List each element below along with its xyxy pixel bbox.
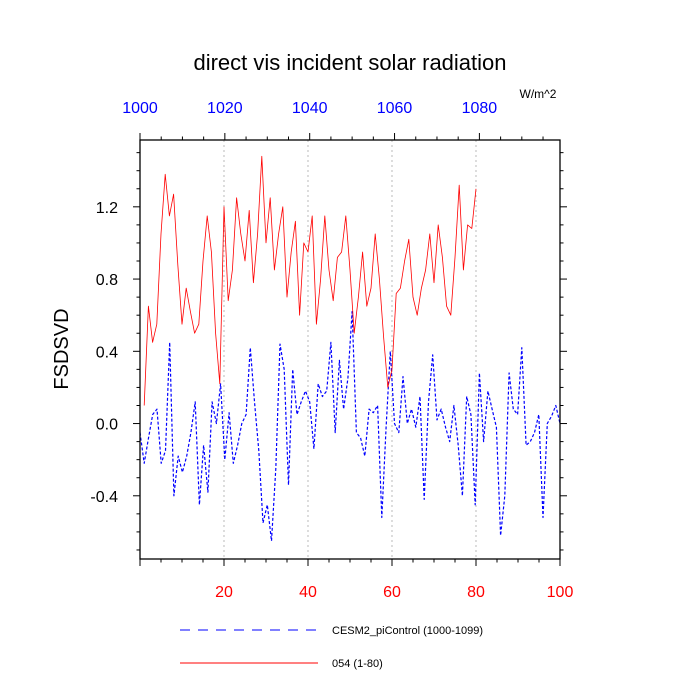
y-axis-label: FSDSVD: [51, 308, 73, 389]
y-tick-label: 1.2: [96, 200, 118, 217]
axis-ticks: [133, 133, 567, 566]
x-top-tick-label: 1080: [462, 100, 498, 117]
y-tick-label: 0.4: [96, 344, 118, 361]
legend: CESM2_piControl (1000-1099) 054 (1-80): [180, 625, 483, 670]
x-bottom-tick-label: 20: [215, 584, 233, 601]
legend-label-054: 054 (1-80): [332, 658, 383, 670]
x-bottom-tick-label: 60: [383, 584, 401, 601]
series-line-054: [143, 155, 477, 406]
x-top-tick-label: 1060: [377, 100, 413, 117]
x-top-tick-label: 1040: [292, 100, 328, 117]
series-line-piControl: [139, 311, 561, 542]
x-top-tick-label: 1020: [207, 100, 243, 117]
chart-title: direct vis incident solar radiation: [193, 50, 506, 75]
y-tick-label: 0.0: [96, 417, 118, 434]
axis-tick-labels: -0.4 0.0 0.4 0.8 1.2 20 40 60 80 100 1000 1020 1040 1…: [90, 100, 573, 601]
series-group: [139, 155, 561, 542]
top-axis-units: W/m^2: [520, 87, 557, 101]
legend-label-piControl: CESM2_piControl (1000-1099): [332, 625, 483, 637]
plot-frame: [139, 139, 561, 560]
x-bottom-tick-label: 80: [467, 584, 485, 601]
y-tick-label: 0.8: [96, 272, 118, 289]
grid-lines: [223, 140, 477, 559]
x-top-tick-label: 1000: [122, 100, 158, 117]
x-bottom-tick-label: 100: [547, 584, 574, 601]
x-bottom-tick-label: 40: [299, 584, 317, 601]
y-tick-label: -0.4: [90, 489, 118, 506]
